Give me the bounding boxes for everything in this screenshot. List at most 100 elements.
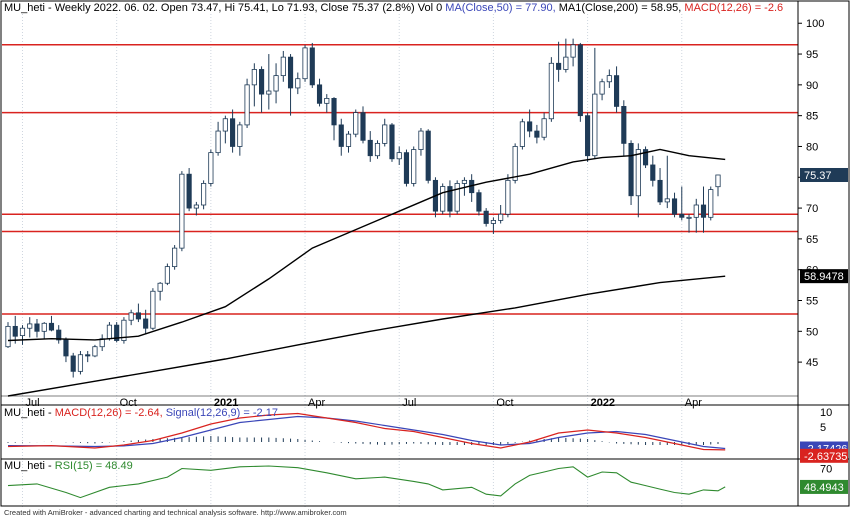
candle-body — [201, 183, 207, 206]
candle-body — [693, 204, 699, 218]
candle-body — [519, 121, 525, 147]
candle-body — [403, 152, 410, 184]
candle-body — [56, 329, 62, 341]
x-tick-label: Jul — [25, 397, 39, 409]
candle-body — [700, 204, 707, 218]
candle-body — [613, 75, 620, 107]
y-tick-label: 100 — [806, 18, 824, 30]
candle-body — [447, 186, 453, 212]
candle-body — [360, 112, 366, 141]
candle-body — [382, 124, 388, 144]
footer-credit: Created with AmiBroker - advanced charti… — [4, 508, 347, 517]
candle-body — [512, 146, 518, 181]
candle-body — [527, 121, 533, 132]
y-tick-label: 70 — [806, 203, 818, 215]
candle-body — [85, 354, 91, 357]
macd-y-tick-label: 10 — [820, 407, 832, 419]
candle-body — [157, 282, 163, 292]
candle-body — [642, 149, 649, 166]
ma200-value-tag: 58.9478 — [804, 271, 844, 283]
candle-body — [548, 62, 554, 120]
macd-legend-partial: MACD(12,26) = -2.6 — [684, 2, 784, 14]
rsi-y-tick-label: 70 — [820, 464, 832, 476]
candle-body — [338, 124, 344, 147]
candle-body — [316, 84, 323, 104]
signal-legend: Signal(12,26,9) = -2.17 — [165, 407, 278, 419]
signal-line — [7, 415, 726, 450]
candle-body — [106, 324, 113, 340]
macd-legend: MACD(12,26) = -2.64, — [54, 407, 163, 419]
candle-body — [208, 152, 214, 184]
candle-body — [34, 323, 40, 332]
y-tick-label: 65 — [806, 234, 818, 246]
macd-panel-header: MU_heti - MACD(12,26) = -2.64, Signal(12… — [4, 407, 278, 419]
candle-body — [715, 174, 721, 188]
candle-body — [621, 106, 627, 144]
rsi-legend: RSI(15) = 48.49 — [54, 460, 133, 472]
candle-body — [679, 213, 685, 218]
candle-body — [657, 179, 663, 203]
candle-body — [418, 130, 424, 150]
candle-body — [367, 139, 373, 157]
x-tick-label: 2021 — [214, 397, 238, 409]
candle-body — [12, 325, 18, 337]
candle-body — [222, 118, 228, 132]
candle-body — [135, 312, 141, 320]
candle-body — [143, 318, 149, 329]
x-tick-label: Apr — [685, 397, 702, 409]
y-tick-label: 95 — [806, 49, 818, 61]
candle-body — [592, 93, 598, 157]
candle-body — [27, 323, 33, 329]
candle-body — [686, 216, 692, 219]
candle-body — [19, 327, 26, 337]
candle-body — [128, 312, 134, 321]
macd-value-tag: -2.63735 — [804, 451, 847, 463]
rsi-value-tag-bg — [800, 479, 848, 494]
candle-body — [70, 355, 76, 372]
candle-body — [193, 204, 199, 209]
candle-body — [5, 325, 11, 348]
candle-body — [179, 173, 185, 249]
y-tick-label: 90 — [806, 80, 818, 92]
outer-frame — [0, 0, 850, 507]
candle-body — [280, 56, 286, 77]
x-tick-label: Oct — [496, 397, 513, 409]
x-tick-label: Apr — [308, 397, 325, 409]
candle-body — [585, 115, 591, 157]
candle-body — [121, 319, 127, 341]
y-tick-label: 45 — [806, 357, 818, 369]
ma200-value-tag-bg — [800, 269, 848, 284]
candle-body — [77, 354, 84, 372]
last-close-tag-bg — [800, 167, 848, 182]
x-tick-label: Oct — [120, 397, 137, 409]
candle-body — [273, 75, 279, 92]
candle-body — [251, 69, 257, 86]
candle-body — [309, 47, 315, 86]
candle-body — [411, 149, 417, 184]
candle-body — [396, 152, 402, 160]
candle-body — [92, 346, 98, 357]
rsi-panel-header: MU_heti - RSI(15) = 48.49 — [4, 460, 133, 472]
candle-body — [483, 210, 489, 224]
ma50-line — [7, 148, 726, 342]
candle-body — [671, 198, 678, 215]
symbol-info: MU_heti - Weekly 2022. 06. 02. Open 73.4… — [4, 2, 443, 14]
y-tick-label: 85 — [806, 111, 818, 123]
candle-body — [287, 56, 294, 89]
candle-body — [454, 183, 460, 212]
candle-body — [172, 247, 178, 268]
rsi-line — [7, 465, 726, 499]
macd-y-tick-label: 5 — [820, 422, 826, 434]
candle-body — [490, 220, 496, 224]
candle-body — [664, 198, 670, 203]
ma50-legend: MA(Close,50) = 77.90, — [445, 2, 556, 14]
candle-body — [541, 118, 547, 138]
candle-body — [650, 164, 656, 181]
candle-body — [389, 124, 395, 160]
candle-body — [150, 290, 156, 329]
candles — [5, 38, 721, 378]
y-tick-label: 80 — [806, 141, 818, 153]
ma200-legend: MA1(Close,200) = 58.95, — [558, 2, 682, 14]
macd-symbol: MU_heti - — [4, 407, 55, 419]
